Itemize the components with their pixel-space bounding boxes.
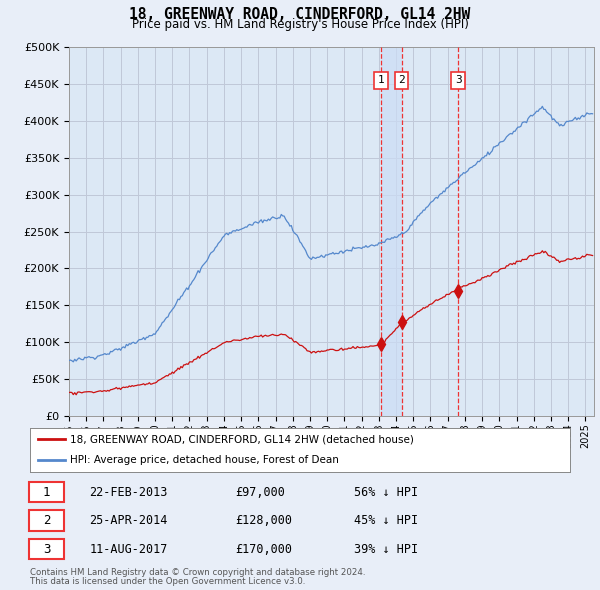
FancyBboxPatch shape (29, 539, 64, 559)
Text: Contains HM Land Registry data © Crown copyright and database right 2024.: Contains HM Land Registry data © Crown c… (30, 568, 365, 576)
Text: 11-AUG-2017: 11-AUG-2017 (89, 543, 168, 556)
Text: 2: 2 (398, 76, 405, 86)
Text: 25-APR-2014: 25-APR-2014 (89, 514, 168, 527)
Text: 18, GREENWAY ROAD, CINDERFORD, GL14 2HW: 18, GREENWAY ROAD, CINDERFORD, GL14 2HW (130, 7, 470, 22)
Text: 56% ↓ HPI: 56% ↓ HPI (354, 486, 418, 499)
Text: 39% ↓ HPI: 39% ↓ HPI (354, 543, 418, 556)
Text: 3: 3 (43, 543, 50, 556)
FancyBboxPatch shape (29, 510, 64, 531)
Bar (381, 47, 401, 416)
Text: 22-FEB-2013: 22-FEB-2013 (89, 486, 168, 499)
Text: 45% ↓ HPI: 45% ↓ HPI (354, 514, 418, 527)
Text: £170,000: £170,000 (235, 543, 292, 556)
Text: Price paid vs. HM Land Registry's House Price Index (HPI): Price paid vs. HM Land Registry's House … (131, 18, 469, 31)
Text: 1: 1 (377, 76, 385, 86)
Text: 18, GREENWAY ROAD, CINDERFORD, GL14 2HW (detached house): 18, GREENWAY ROAD, CINDERFORD, GL14 2HW … (71, 434, 415, 444)
Text: £97,000: £97,000 (235, 486, 285, 499)
Text: This data is licensed under the Open Government Licence v3.0.: This data is licensed under the Open Gov… (30, 577, 305, 586)
Text: 1: 1 (43, 486, 50, 499)
Text: 2: 2 (43, 514, 50, 527)
FancyBboxPatch shape (29, 482, 64, 503)
Text: 3: 3 (455, 76, 461, 86)
Text: HPI: Average price, detached house, Forest of Dean: HPI: Average price, detached house, Fore… (71, 455, 340, 466)
Text: £128,000: £128,000 (235, 514, 292, 527)
